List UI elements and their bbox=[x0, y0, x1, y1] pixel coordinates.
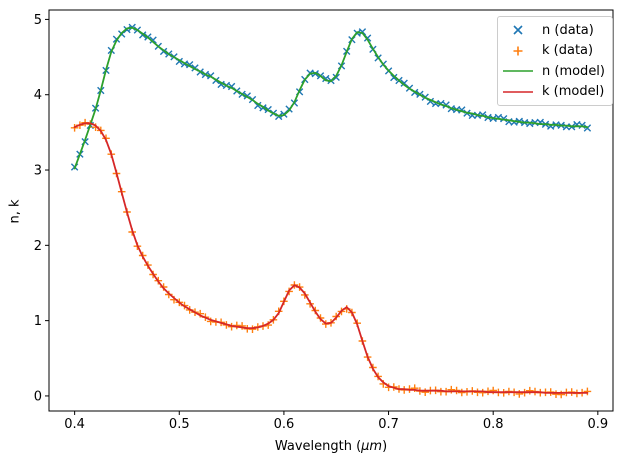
line-sample-icon bbox=[503, 70, 533, 73]
n-model-line bbox=[73, 26, 589, 170]
legend-item-k-data: k (data) bbox=[500, 41, 606, 62]
legend-label: k (data) bbox=[542, 43, 594, 59]
plus-marker-icon bbox=[513, 46, 523, 56]
line-sample-icon bbox=[503, 90, 533, 93]
x-axis-label: Wavelength (μm) bbox=[166, 439, 496, 454]
legend-item-n-data: n (data) bbox=[500, 20, 606, 41]
x-tick-label: 0.8 bbox=[483, 417, 504, 432]
y-tick-label: 3 bbox=[34, 164, 42, 179]
x-tick-label: 0.5 bbox=[169, 417, 190, 432]
x-marker-icon bbox=[513, 25, 523, 35]
x-axis-label-text: Wavelength ( bbox=[274, 439, 362, 454]
x-tick-label: 0.9 bbox=[587, 417, 608, 432]
legend-item-n-model: n (model) bbox=[500, 61, 606, 82]
legend-item-k-model: k (model) bbox=[500, 82, 606, 103]
y-tick-label: 2 bbox=[34, 239, 42, 254]
y-tick-label: 5 bbox=[34, 13, 42, 28]
legend-label: n (data) bbox=[542, 22, 594, 38]
y-axis-label: n, k bbox=[2, 183, 28, 239]
x-axis-label-unit: μm bbox=[361, 439, 383, 454]
axes-frame bbox=[48, 9, 614, 412]
x-axis-label-suffix: ) bbox=[382, 439, 388, 454]
y-tick-label: 1 bbox=[34, 314, 42, 329]
y-tick-label: 0 bbox=[34, 389, 42, 404]
y-axis-label-text: n, k bbox=[7, 198, 23, 224]
legend: n (data) k (data) n (model) k (model) bbox=[497, 16, 613, 106]
x-tick-label: 0.7 bbox=[378, 417, 399, 432]
y-tick-label: 4 bbox=[34, 88, 42, 103]
legend-label: n (model) bbox=[542, 63, 605, 79]
k-data-markers bbox=[70, 118, 592, 399]
legend-label: k (model) bbox=[542, 84, 605, 100]
k-model-line bbox=[73, 122, 589, 394]
x-tick-label: 0.4 bbox=[64, 417, 85, 432]
x-tick-label: 0.6 bbox=[274, 417, 295, 432]
